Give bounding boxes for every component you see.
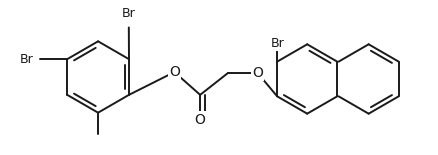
Text: Br: Br	[270, 37, 284, 50]
Text: O: O	[195, 113, 205, 126]
Text: Br: Br	[20, 53, 34, 66]
Text: O: O	[252, 66, 263, 80]
Text: Br: Br	[122, 7, 136, 20]
Text: O: O	[169, 65, 180, 79]
